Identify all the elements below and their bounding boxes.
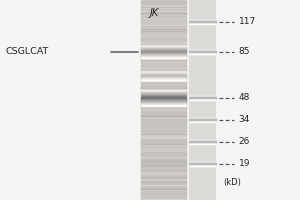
Text: 85: 85 — [238, 47, 250, 56]
Text: 26: 26 — [238, 138, 250, 146]
Bar — [141, 0, 186, 200]
Bar — [189, 0, 216, 200]
Text: JK: JK — [150, 8, 159, 18]
Text: (kD): (kD) — [224, 178, 242, 186]
Text: 34: 34 — [238, 116, 250, 124]
Text: 117: 117 — [238, 18, 256, 26]
Text: CSGLCAT: CSGLCAT — [6, 47, 49, 56]
Text: 48: 48 — [238, 94, 250, 102]
Text: 19: 19 — [238, 160, 250, 168]
